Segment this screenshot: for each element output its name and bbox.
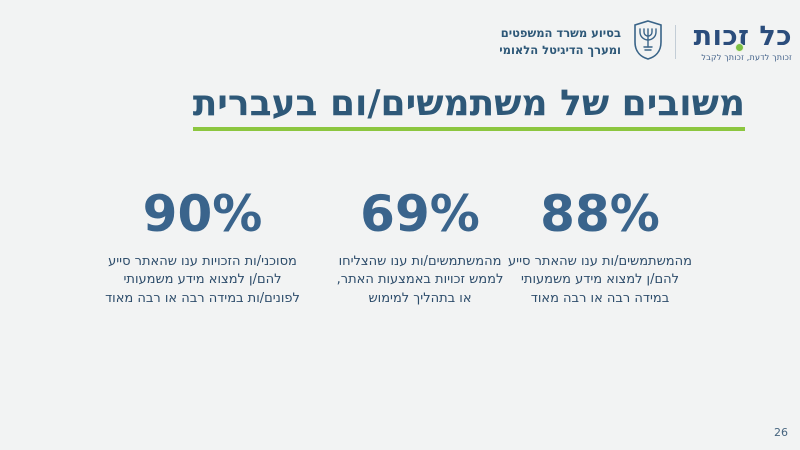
kol-zchut-logo: כל זכות זכותך לדעת, זכותך לקבל xyxy=(688,23,792,62)
stat-description: מהמשתמשים/ות ענו שהצליחו לממש זכויות באמ… xyxy=(336,253,504,307)
title-block: משובים של משתמשים/ום בעברית xyxy=(192,82,745,132)
stat-block-69: 69% מהמשתמשים/ות ענו שהצליחו לממש זכויות… xyxy=(320,185,520,309)
stat-block-88: 88% מהמשתמשים/ות ענו שהאתר סייע להם/ן למ… xyxy=(500,185,700,309)
stat-description: מסוכני/ות הזכויות ענו שהאתר סייע להם/ן ל… xyxy=(105,253,300,307)
israel-state-emblem-icon xyxy=(633,20,663,64)
slide-header: כל זכות זכותך לדעת, זכותך לקבל בסיוע משר… xyxy=(499,20,792,64)
green-dot-icon xyxy=(735,42,744,52)
ministry-credit-line1: בסיוע משרד המשפטים xyxy=(500,26,621,41)
slide-title: משובים של משתמשים/ום בעברית xyxy=(192,82,745,132)
ministry-credit-line2: ומערך הדיגיטל הלאומי xyxy=(499,43,621,57)
stat-value: 88% xyxy=(540,185,660,243)
page-number: 26 xyxy=(774,426,788,439)
stat-value: 90% xyxy=(142,185,263,243)
logo-tagline: זכותך לדעת, זכותך לקבל xyxy=(701,52,792,62)
header-divider xyxy=(675,25,676,59)
ministry-credit: בסיוע משרד המשפטים ומערך הדיגיטל הלאומי xyxy=(499,25,621,58)
stat-description: מהמשתמשים/ות ענו שהאתר סייע להם/ן למצוא … xyxy=(508,253,692,307)
stat-block-90: 90% מסוכני/ות הזכויות ענו שהאתר סייע להם… xyxy=(85,185,320,309)
stat-value: 69% xyxy=(360,185,480,243)
